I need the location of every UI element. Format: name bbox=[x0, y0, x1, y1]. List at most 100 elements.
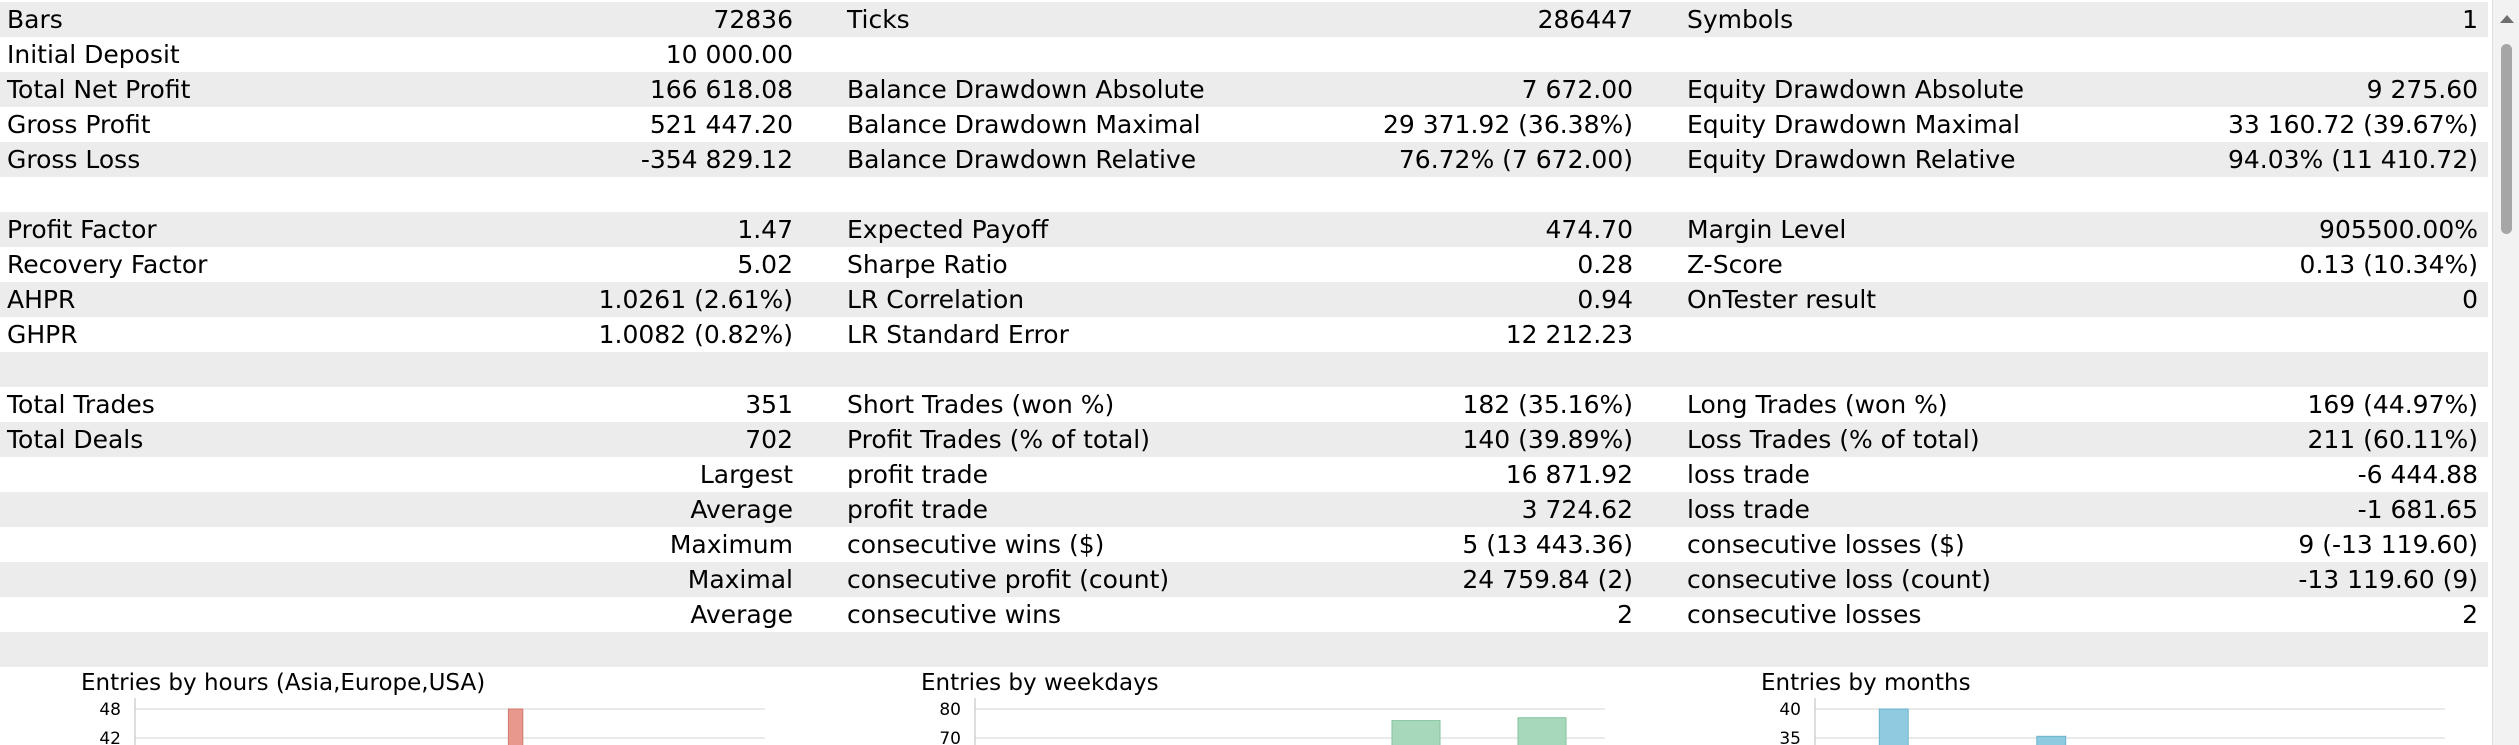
metric-value: 166 618.08 bbox=[649, 75, 793, 104]
metric-label: Long Trades (won %) bbox=[1687, 390, 1948, 419]
metric-value: 351 bbox=[745, 390, 793, 419]
metric-label: Balance Drawdown Relative bbox=[847, 145, 1197, 174]
metric-label: LR Correlation bbox=[847, 285, 1025, 314]
metric-label: Total Trades bbox=[7, 390, 155, 419]
metric-value: 9 275.60 bbox=[2366, 75, 2478, 104]
metric-label: Margin Level bbox=[1687, 215, 1847, 244]
y-tick-label: 35 bbox=[1779, 729, 1801, 745]
metric-label: Balance Drawdown Maximal bbox=[847, 110, 1201, 139]
row-caption: Maximal bbox=[687, 565, 793, 594]
metric-label: Recovery Factor bbox=[7, 250, 208, 279]
report-row: Maximal consecutive profit (count) 24 759.… bbox=[0, 562, 2488, 597]
y-tick-label: 48 bbox=[99, 700, 121, 720]
metric-value: 140 (39.89%) bbox=[1462, 425, 1634, 454]
chart-plot: 80 70 bbox=[939, 698, 1605, 745]
report-row: Average consecutive wins 2 consecutive loss… bbox=[0, 597, 2488, 632]
report-row: Total Net Profit 166 618.08 Balance Drawdo… bbox=[0, 72, 2488, 107]
metric-label: Z-Score bbox=[1687, 250, 1783, 279]
metric-value: 72836 bbox=[713, 5, 793, 34]
metric-value: 182 (35.16%) bbox=[1462, 390, 1634, 419]
metric-label: Total Net Profit bbox=[7, 75, 191, 104]
y-tick-label: 80 bbox=[939, 700, 961, 720]
metric-label: Balance Drawdown Absolute bbox=[847, 75, 1205, 104]
metric-value: 905500.00% bbox=[2319, 215, 2478, 244]
metric-value: 2 bbox=[1617, 600, 1633, 629]
chart-plot: 48 42 bbox=[99, 698, 765, 745]
metric-label: consecutive losses ($) bbox=[1687, 530, 1965, 559]
metric-value: 94.03% (11 410.72) bbox=[2227, 145, 2478, 174]
chart-bar bbox=[1878, 708, 1909, 745]
metric-label: consecutive profit (count) bbox=[847, 565, 1170, 594]
chart-bar bbox=[1517, 717, 1567, 745]
metric-value: 5.02 bbox=[737, 250, 793, 279]
metric-label: GHPR bbox=[7, 320, 78, 349]
metric-value: 0 bbox=[2462, 285, 2478, 314]
y-tick-label: 42 bbox=[99, 729, 121, 745]
report-row: Gross Profit 521 447.20 Balance Drawdown M… bbox=[0, 107, 2488, 142]
row-caption: Average bbox=[690, 495, 793, 524]
metric-label: Gross Loss bbox=[7, 145, 141, 174]
metric-value: 9 (-13 119.60) bbox=[2298, 530, 2478, 559]
report-row: Maximum consecutive wins ($) 5 (13 443.36)… bbox=[0, 527, 2488, 562]
metric-value: -13 119.60 (9) bbox=[2298, 565, 2478, 594]
row-caption: Average bbox=[690, 600, 793, 629]
report-row: Largest profit trade 16 871.92 loss trade -6… bbox=[0, 457, 2488, 492]
report-row: Recovery Factor 5.02 Sharpe Ratio 0.28 Z-Sco… bbox=[0, 247, 2488, 282]
metric-value: 33 160.72 (39.67%) bbox=[2227, 110, 2478, 139]
row-caption: Largest bbox=[699, 460, 793, 489]
metric-value: 169 (44.97%) bbox=[2307, 390, 2479, 419]
metric-label: consecutive wins ($) bbox=[847, 530, 1105, 559]
row-caption: Maximum bbox=[669, 530, 793, 559]
metric-label: profit trade bbox=[847, 460, 989, 489]
metric-label: Expected Payoff bbox=[847, 215, 1049, 244]
chart-bar bbox=[1391, 720, 1441, 745]
metric-label: Equity Drawdown Relative bbox=[1687, 145, 2016, 174]
metric-label: Profit Factor bbox=[7, 215, 157, 244]
scroll-up-arrow-icon[interactable] bbox=[2493, 4, 2519, 34]
metric-value: 24 759.84 (2) bbox=[1462, 565, 1633, 594]
report-row: Bars 72836 Ticks 286447 Symbols 1 bbox=[0, 2, 2488, 37]
metric-label: loss trade bbox=[1687, 460, 1810, 489]
metric-value: 16 871.92 bbox=[1505, 460, 1633, 489]
metric-value: 5 (13 443.36) bbox=[1462, 530, 1633, 559]
chart-bar bbox=[507, 708, 524, 745]
chart-plot: 40 35 bbox=[1779, 698, 2445, 745]
metric-value: 1.47 bbox=[737, 215, 793, 244]
report-row bbox=[0, 352, 2488, 387]
metric-label: Ticks bbox=[847, 5, 910, 34]
y-tick-label: 70 bbox=[939, 729, 961, 745]
metric-value: 1 bbox=[2462, 5, 2478, 34]
metric-value: 1.0082 (0.82%) bbox=[598, 320, 793, 349]
metric-label: LR Standard Error bbox=[847, 320, 1069, 349]
metric-label: consecutive loss (count) bbox=[1687, 565, 1992, 594]
metric-label: Symbols bbox=[1687, 5, 1794, 34]
metric-value: 2 bbox=[2462, 600, 2478, 629]
metric-value: 702 bbox=[745, 425, 793, 454]
metric-value: 474.70 bbox=[1545, 215, 1633, 244]
metric-label: consecutive losses bbox=[1687, 600, 1922, 629]
report-row: AHPR 1.0261 (2.61%) LR Correlation 0.94 OnTe… bbox=[0, 282, 2488, 317]
report-row: Gross Loss -354 829.12 Balance Drawdown Re… bbox=[0, 142, 2488, 177]
metric-label: Short Trades (won %) bbox=[847, 390, 1115, 419]
metric-value: 12 212.23 bbox=[1505, 320, 1633, 349]
metric-value: -354 829.12 bbox=[640, 145, 793, 174]
metric-value: 1.0261 (2.61%) bbox=[598, 285, 793, 314]
metric-value: 7 672.00 bbox=[1521, 75, 1633, 104]
metric-label: consecutive wins bbox=[847, 600, 1062, 629]
metric-value: 76.72% (7 672.00) bbox=[1398, 145, 1633, 174]
metric-label: Equity Drawdown Maximal bbox=[1687, 110, 2020, 139]
vertical-scrollbar[interactable] bbox=[2492, 0, 2519, 745]
scrollbar-thumb[interactable] bbox=[2501, 44, 2512, 234]
metric-value: 0.94 bbox=[1577, 285, 1633, 314]
metric-label: Loss Trades (% of total) bbox=[1687, 425, 1980, 454]
chart-bar bbox=[2036, 735, 2067, 745]
metric-value: 10 000.00 bbox=[665, 40, 793, 69]
metric-value: 211 (60.11%) bbox=[2307, 425, 2479, 454]
report-row: Profit Factor 1.47 Expected Payoff 474.70 Ma… bbox=[0, 212, 2488, 247]
metric-label: Sharpe Ratio bbox=[847, 250, 1008, 279]
metric-value: 521 447.20 bbox=[649, 110, 793, 139]
metric-label: Equity Drawdown Absolute bbox=[1687, 75, 2024, 104]
metric-value: 286447 bbox=[1537, 5, 1633, 34]
metric-label: Bars bbox=[7, 5, 63, 34]
metric-value: -6 444.88 bbox=[2357, 460, 2478, 489]
